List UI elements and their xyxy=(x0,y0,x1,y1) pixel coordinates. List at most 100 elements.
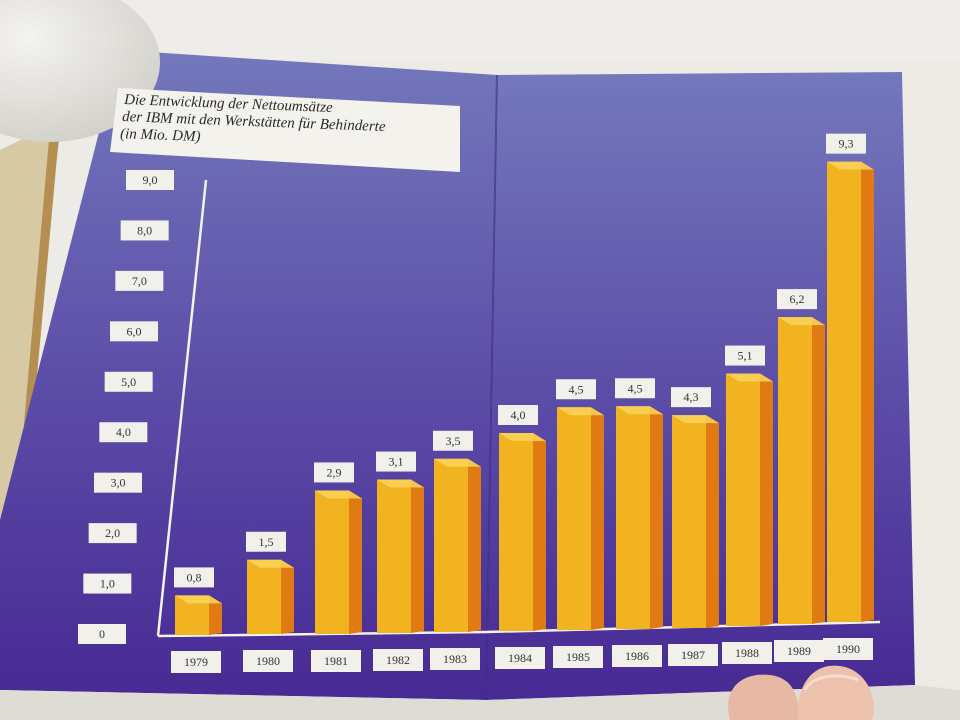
bar-side xyxy=(706,415,719,628)
bar-top xyxy=(247,559,294,568)
value-label: 4,5 xyxy=(569,382,584,396)
title-box xyxy=(110,88,460,172)
y-tick-label: 9,0 xyxy=(143,173,158,187)
bar-front xyxy=(827,161,861,622)
y-tick-box xyxy=(83,573,132,594)
x-tick-label: 1984 xyxy=(508,651,532,665)
y-tick-label: 1,0 xyxy=(100,577,115,591)
x-tick-box xyxy=(373,649,423,671)
bar-1989: 6,2 xyxy=(777,289,825,624)
bar-front xyxy=(778,317,812,624)
bar-1979: 0,8 xyxy=(174,567,222,635)
value-label-box xyxy=(725,345,765,366)
value-label-box xyxy=(246,531,286,552)
bar-side xyxy=(349,490,362,634)
value-label: 2,9 xyxy=(327,465,342,479)
x-tick-label: 1983 xyxy=(443,652,467,666)
value-label-box xyxy=(174,567,214,588)
x-tick-label: 1988 xyxy=(735,646,759,660)
bar-top xyxy=(175,595,222,604)
bar-top xyxy=(377,479,424,488)
bar-side xyxy=(468,458,481,632)
bar-front xyxy=(434,458,468,632)
bar-side xyxy=(411,479,424,633)
y-tick-box xyxy=(88,523,137,544)
value-label: 9,3 xyxy=(839,137,854,151)
y-tick-label: 2,0 xyxy=(105,526,120,540)
value-label-box xyxy=(615,378,655,399)
x-tick-box xyxy=(553,646,603,668)
thumb xyxy=(728,674,799,720)
y-tick-label: 3,0 xyxy=(111,476,126,490)
y-axis-line xyxy=(156,179,208,637)
bar-front xyxy=(247,559,281,634)
bar-top xyxy=(827,161,874,170)
value-label: 3,5 xyxy=(446,434,461,448)
value-label: 1,5 xyxy=(259,535,274,549)
bar-side xyxy=(650,406,663,629)
value-label: 5,1 xyxy=(738,349,753,363)
x-tick-box xyxy=(668,644,718,666)
x-tick-label: 1990 xyxy=(836,642,860,656)
value-label: 4,0 xyxy=(511,408,526,422)
y-tick-label: 6,0 xyxy=(127,324,142,338)
bar-front xyxy=(726,373,760,626)
x-tick-label: 1989 xyxy=(787,644,811,658)
bar-1984: 4,0 xyxy=(498,405,546,631)
bar-front xyxy=(672,415,706,628)
x-tick-box xyxy=(722,642,772,664)
y-tick-label: 8,0 xyxy=(137,223,152,237)
y-tick-box xyxy=(115,270,164,291)
value-label: 6,2 xyxy=(790,292,805,306)
x-tick-box xyxy=(171,651,221,673)
y-tick-box xyxy=(94,472,142,493)
y-tick-box xyxy=(110,321,158,342)
x-tick-label: 1982 xyxy=(386,653,410,667)
x-tick-box xyxy=(430,648,480,670)
bar-1988: 5,1 xyxy=(725,345,773,626)
y-tick-label: 7,0 xyxy=(132,274,147,288)
bar-side xyxy=(591,407,604,630)
value-label-box xyxy=(556,379,596,400)
bar-front xyxy=(499,433,533,631)
y-tick-box xyxy=(120,220,169,241)
bar-top xyxy=(315,490,362,499)
bar-1990: 9,3 xyxy=(826,133,874,622)
bar-top xyxy=(672,415,719,424)
bar-side xyxy=(760,373,773,626)
bar-top xyxy=(557,407,604,416)
y-tick-box xyxy=(99,422,148,443)
bar-front xyxy=(315,490,349,634)
x-tick-label: 1981 xyxy=(324,654,348,668)
value-label: 0,8 xyxy=(187,570,202,584)
x-tick-box xyxy=(243,650,293,672)
bar-front xyxy=(377,479,411,633)
bar-top xyxy=(499,433,546,441)
bar-side xyxy=(281,559,294,634)
bar-1987: 4,3 xyxy=(671,387,719,628)
bar-1986: 4,5 xyxy=(615,378,663,629)
x-tick-box xyxy=(612,645,662,667)
y-tick-label: 0 xyxy=(99,627,105,641)
y-tick-box xyxy=(104,371,153,392)
bar-top xyxy=(778,317,825,326)
value-label: 3,1 xyxy=(389,455,404,469)
bar-1985: 4,5 xyxy=(556,379,604,630)
bar-1980: 1,5 xyxy=(246,531,294,634)
x-tick-label: 1986 xyxy=(625,649,649,663)
bar-1981: 2,9 xyxy=(314,462,362,634)
value-label-box xyxy=(671,387,711,408)
bar-1983: 3,5 xyxy=(433,430,481,632)
value-label: 4,5 xyxy=(628,381,643,395)
bar-front xyxy=(616,406,650,629)
x-tick-box xyxy=(823,638,873,660)
y-tick-box xyxy=(78,624,126,644)
bar-top xyxy=(616,406,663,415)
bar-side xyxy=(209,595,222,635)
value-label: 4,3 xyxy=(684,390,699,404)
bar-front xyxy=(557,407,591,630)
bar-top xyxy=(726,373,773,382)
value-label-box xyxy=(433,430,473,451)
value-label-box xyxy=(826,133,866,154)
